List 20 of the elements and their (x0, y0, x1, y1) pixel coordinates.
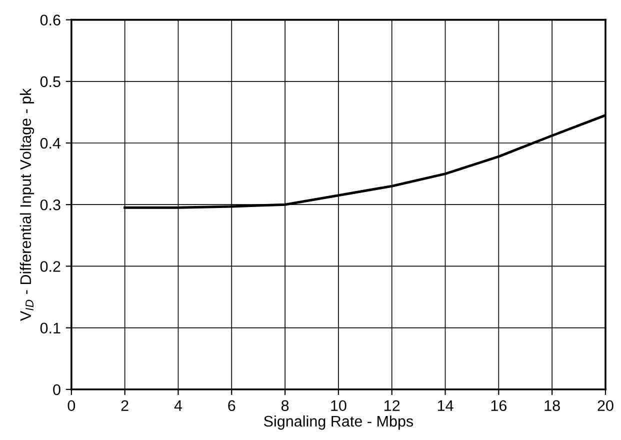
y-axis-title: V$_{ID}$ - Differential Input Voltage - pk (20, 88, 34, 321)
x-tick-label: 18 (544, 400, 560, 412)
x-axis-title: Signaling Rate - Mbps (264, 415, 414, 430)
y-tick-label: 0.5 (40, 76, 60, 88)
x-tick-label: 16 (491, 400, 506, 412)
x-tick-label: 8 (281, 400, 289, 412)
y-tick-label: 0.3 (40, 199, 60, 210)
y-tick-label: 0 (53, 384, 60, 396)
x-tick-label: 10 (331, 400, 346, 412)
x-tick-label: 0 (68, 400, 76, 412)
y-tick-label: 0.1 (40, 322, 60, 334)
x-tick-label: 2 (121, 400, 128, 411)
y-tick-label: 0.2 (40, 261, 60, 272)
x-tick-label: 12 (384, 400, 400, 411)
x-tick-label: 4 (174, 400, 182, 411)
x-tick-label: 6 (228, 400, 236, 412)
x-tick-label: 14 (438, 400, 454, 411)
y-tick-label: 0.6 (40, 14, 60, 26)
x-tick-label: 20 (598, 400, 614, 412)
y-tick-label: 0.4 (40, 138, 61, 149)
